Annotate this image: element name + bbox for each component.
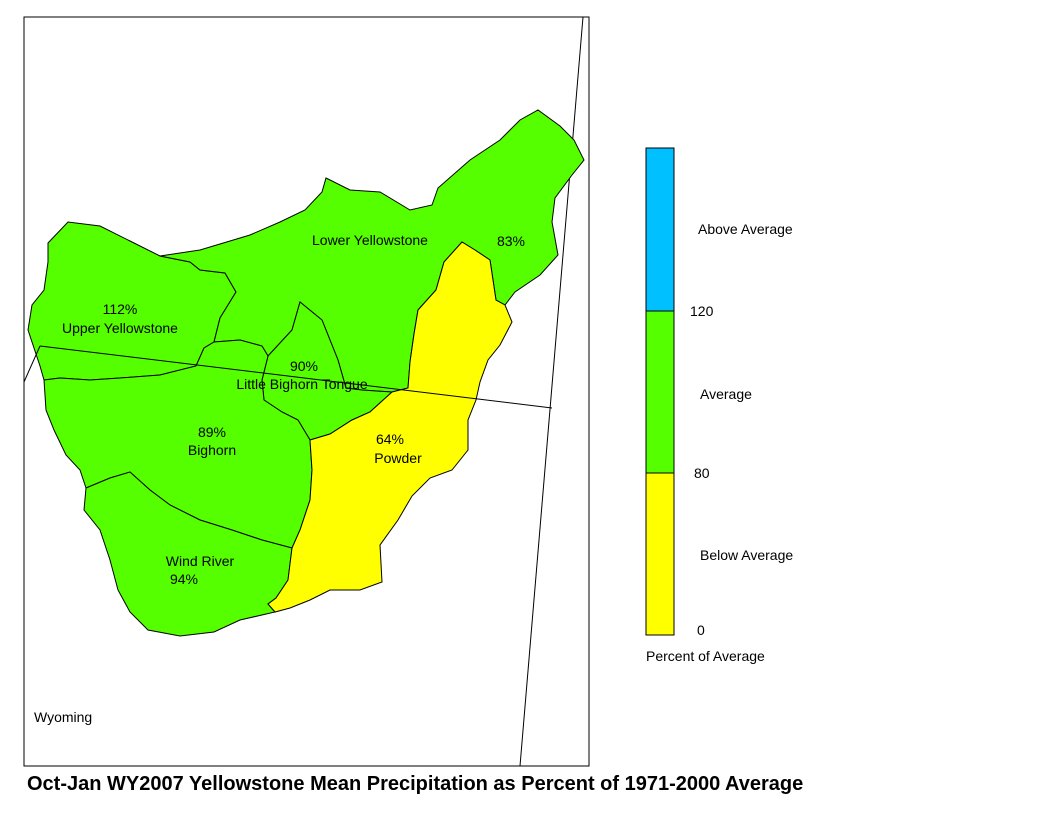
basin-powder[interactable] [267, 241, 513, 613]
powder-percent: 64% [376, 431, 404, 447]
bighorn-name: Bighorn [188, 442, 236, 458]
legend-swatch-above [645, 147, 675, 312]
legend-axis-label: Percent of Average [646, 648, 765, 664]
state-label: Wyoming [34, 709, 92, 725]
legend-swatch-average [645, 310, 675, 474]
legend-above-label: Above Average [698, 221, 793, 237]
map-frame [23, 16, 590, 767]
state-boundary-north [39, 345, 553, 409]
legend-below-label: Below Average [700, 547, 794, 563]
legend-average-label: Average [700, 386, 752, 402]
upper-yellowstone-percent: 112% [103, 301, 138, 317]
wind-river-percent: 94% [170, 571, 198, 587]
bighorn-percent: 89% [198, 424, 226, 440]
map-title: Oct-Jan WY2007 Yellowstone Mean Precipit… [27, 773, 804, 795]
legend-tick-120: 120 [690, 303, 714, 319]
legend-swatch-below [645, 472, 675, 636]
lower-yellowstone-percent: 83% [497, 233, 525, 249]
legend-tick-80: 80 [694, 465, 710, 481]
little-bighorn-tongue-percent: 90% [290, 358, 318, 374]
little-bighorn-tongue-name: Little Bighorn Tongue [236, 376, 367, 392]
wind-river-name: Wind River [166, 553, 235, 569]
state-boundary-west [23, 345, 41, 383]
lower-yellowstone-name: Lower Yellowstone [312, 232, 428, 248]
legend-tick-0: 0 [697, 622, 705, 638]
powder-name: Powder [374, 450, 422, 466]
upper-yellowstone-name: Upper Yellowstone [62, 320, 178, 336]
